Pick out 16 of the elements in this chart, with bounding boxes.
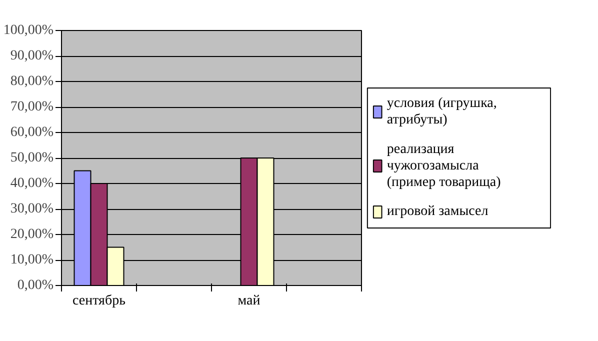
y-tick-label: 30,00% bbox=[10, 202, 54, 216]
y-tick-label: 50,00% bbox=[10, 150, 54, 166]
y-tick-label: 20,00% bbox=[10, 227, 54, 242]
y-tick-label: 70,00% bbox=[10, 100, 54, 114]
legend-label: реализация чужогозамысла (пример товарища) bbox=[386, 142, 502, 190]
legend-label: условия (игрушка, атрибуты) bbox=[386, 96, 497, 128]
x-tick-label: сентябрь bbox=[72, 294, 126, 308]
y-tick-label: 90,00% bbox=[10, 48, 54, 64]
y-tick-label: 60,00% bbox=[10, 125, 54, 140]
y-tick-label: 40,00% bbox=[10, 176, 54, 191]
y-tick-label: 0,00% bbox=[17, 278, 54, 293]
y-tick-label: 100,00% bbox=[3, 23, 54, 38]
legend-label: игровой замысел bbox=[386, 204, 488, 219]
y-tick-label: 10,00% bbox=[10, 252, 54, 268]
x-tick-label: май bbox=[238, 294, 261, 308]
y-tick-label: 80,00% bbox=[10, 74, 54, 89]
